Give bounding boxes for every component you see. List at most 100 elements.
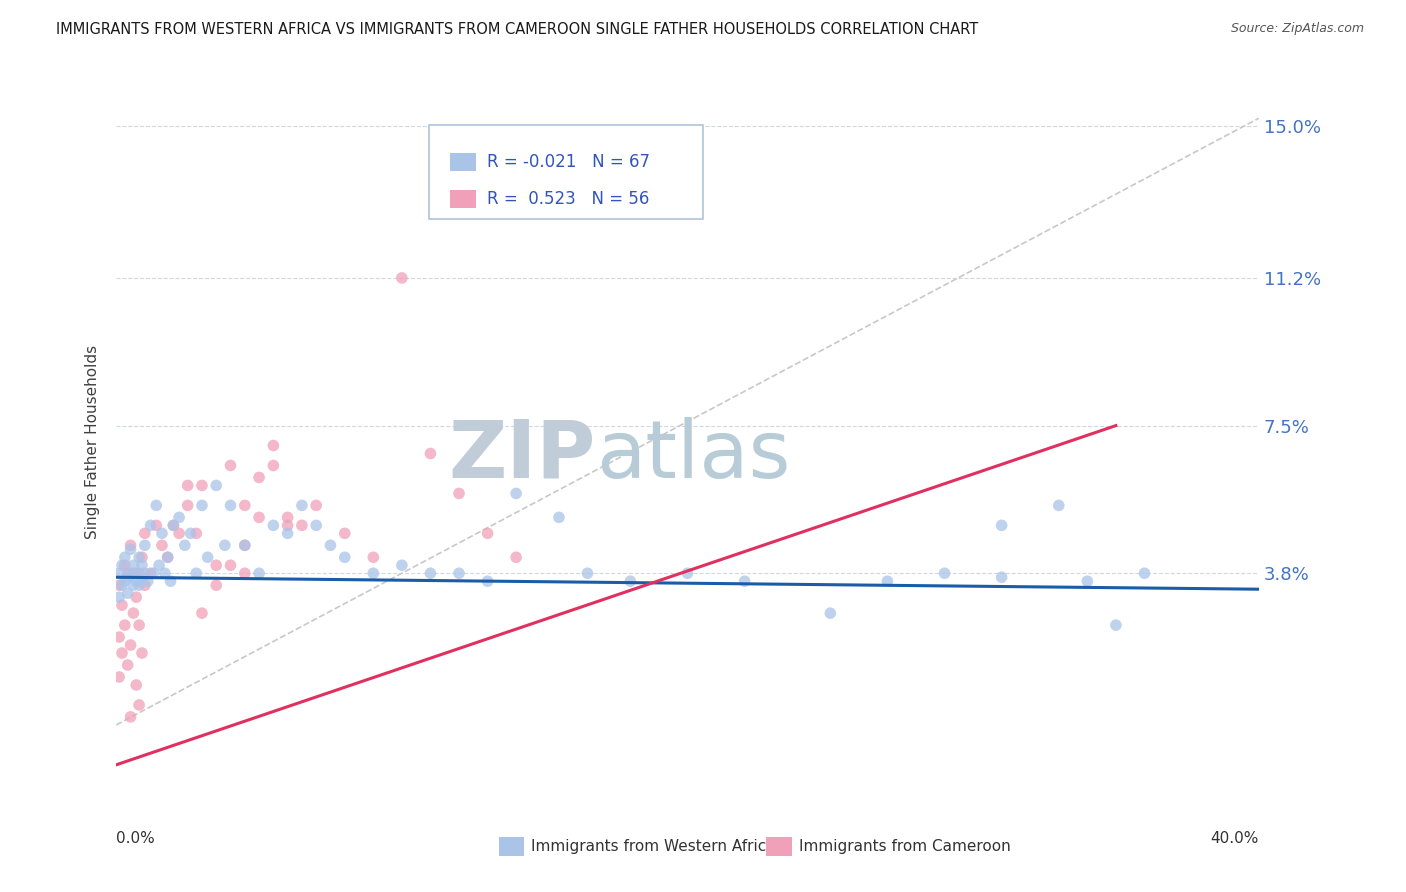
Point (108, 566, 131, 581)
Point (219, 499, 242, 513)
Y-axis label: Single Father Households: Single Father Households (86, 344, 100, 539)
Point (108, 630, 131, 644)
Point (111, 598, 134, 612)
Point (186, 526, 208, 541)
Point (131, 550, 153, 565)
Point (505, 486, 527, 500)
Point (153, 566, 176, 581)
Point (111, 578, 134, 592)
Point (145, 518, 167, 533)
Point (934, 566, 956, 581)
Point (477, 574, 499, 589)
Point (162, 518, 184, 533)
Point (391, 558, 413, 573)
Point (219, 558, 242, 573)
Point (122, 578, 145, 592)
Point (131, 646, 153, 660)
Point (117, 658, 139, 673)
Point (333, 550, 356, 565)
Point (305, 518, 328, 533)
Point (131, 570, 153, 584)
Point (128, 550, 150, 565)
Point (191, 499, 214, 513)
Text: R =  0.523   N = 56: R = 0.523 N = 56 (486, 190, 650, 208)
Point (876, 574, 898, 589)
Point (191, 478, 214, 492)
Point (176, 478, 198, 492)
Text: Immigrants from Western Africa: Immigrants from Western Africa (531, 839, 776, 854)
Point (173, 538, 195, 552)
Point (262, 458, 284, 473)
Point (305, 499, 328, 513)
Text: 40.0%: 40.0% (1211, 831, 1258, 846)
Point (262, 438, 284, 452)
Text: ZIP: ZIP (449, 417, 596, 495)
Point (363, 550, 385, 565)
Point (120, 638, 142, 652)
Point (134, 526, 156, 541)
Point (219, 458, 242, 473)
Point (676, 566, 699, 581)
Point (134, 538, 156, 552)
Point (125, 574, 148, 589)
Point (1133, 566, 1156, 581)
Point (319, 538, 342, 552)
Point (576, 566, 599, 581)
Point (125, 566, 148, 581)
Point (548, 510, 571, 524)
Point (122, 566, 145, 581)
Text: R = -0.021   N = 67: R = -0.021 N = 67 (486, 153, 650, 170)
Point (197, 550, 219, 565)
Point (156, 550, 179, 565)
Point (125, 678, 148, 692)
Point (136, 574, 159, 589)
Text: IMMIGRANTS FROM WESTERN AFRICA VS IMMIGRANTS FROM CAMEROON SINGLE FATHER HOUSEHO: IMMIGRANTS FROM WESTERN AFRICA VS IMMIGR… (56, 22, 979, 37)
Point (1047, 499, 1070, 513)
Point (447, 486, 470, 500)
Point (205, 578, 228, 592)
Point (128, 618, 150, 632)
Point (619, 574, 641, 589)
Point (247, 510, 270, 524)
Point (205, 558, 228, 573)
Point (391, 271, 413, 285)
Point (125, 590, 148, 604)
Point (117, 570, 139, 584)
Point (120, 542, 142, 557)
Point (176, 499, 198, 513)
Point (291, 499, 314, 513)
Point (277, 518, 299, 533)
Point (262, 518, 284, 533)
Point (180, 526, 202, 541)
Point (145, 499, 167, 513)
Point (128, 566, 150, 581)
Point (233, 538, 256, 552)
Point (277, 526, 299, 541)
Point (111, 646, 134, 660)
Point (148, 558, 170, 573)
Point (159, 574, 181, 589)
Point (167, 510, 190, 524)
Point (128, 698, 150, 712)
Point (233, 566, 256, 581)
Point (186, 566, 208, 581)
Point (419, 566, 441, 581)
Point (233, 499, 256, 513)
Point (111, 558, 134, 573)
Point (139, 566, 162, 581)
Point (114, 558, 136, 573)
Point (122, 606, 145, 620)
Point (150, 526, 173, 541)
Point (167, 526, 190, 541)
Text: atlas: atlas (596, 417, 790, 495)
Point (117, 586, 139, 600)
Point (247, 470, 270, 484)
Point (162, 518, 184, 533)
Point (205, 478, 228, 492)
Point (291, 518, 314, 533)
Point (333, 526, 356, 541)
Point (142, 566, 165, 581)
Point (1076, 574, 1098, 589)
Point (117, 566, 139, 581)
Point (990, 518, 1012, 533)
